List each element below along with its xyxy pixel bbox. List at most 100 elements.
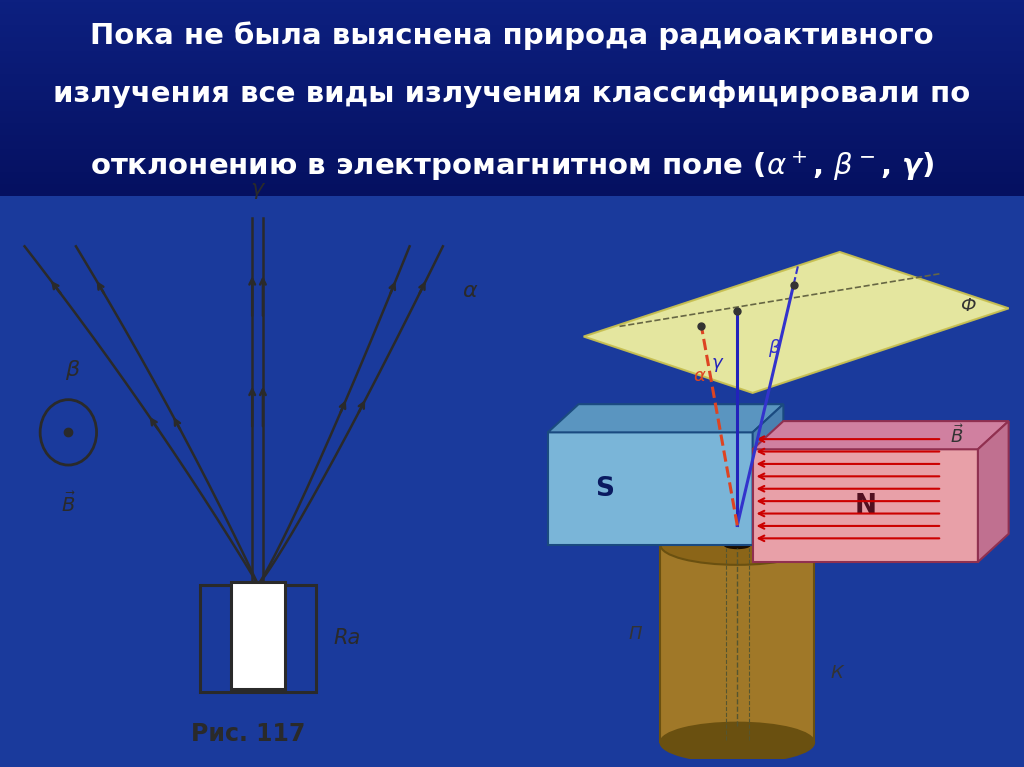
Bar bbox=[0, 88, 1024, 90]
Text: $\beta$: $\beta$ bbox=[768, 337, 781, 359]
Bar bbox=[0, 189, 1024, 192]
Bar bbox=[0, 127, 1024, 129]
Bar bbox=[0, 6, 1024, 8]
Bar bbox=[0, 106, 1024, 107]
Text: излучения все виды излучения классифицировали по: излучения все виды излучения классифицир… bbox=[53, 80, 971, 108]
Bar bbox=[0, 150, 1024, 153]
Bar bbox=[0, 72, 1024, 74]
Bar bbox=[0, 18, 1024, 19]
Bar bbox=[0, 76, 1024, 78]
Bar bbox=[0, 74, 1024, 76]
Text: $\vec{B}$: $\vec{B}$ bbox=[950, 423, 965, 446]
Bar bbox=[0, 14, 1024, 15]
Bar bbox=[0, 143, 1024, 145]
Bar bbox=[0, 192, 1024, 193]
Bar bbox=[0, 33, 1024, 35]
Text: Ф: Ф bbox=[959, 297, 976, 314]
Polygon shape bbox=[753, 421, 1009, 449]
Bar bbox=[0, 186, 1024, 188]
Bar bbox=[0, 78, 1024, 81]
Bar bbox=[0, 193, 1024, 196]
Bar bbox=[0, 139, 1024, 141]
Polygon shape bbox=[753, 404, 783, 545]
Bar bbox=[0, 4, 1024, 6]
Bar bbox=[0, 24, 1024, 25]
Bar bbox=[0, 104, 1024, 106]
Bar bbox=[0, 0, 1024, 2]
Bar bbox=[0, 90, 1024, 92]
Bar bbox=[0, 133, 1024, 135]
Bar bbox=[0, 172, 1024, 174]
Bar bbox=[0, 35, 1024, 37]
Ellipse shape bbox=[725, 542, 750, 548]
Text: S: S bbox=[595, 476, 613, 502]
Bar bbox=[0, 45, 1024, 47]
Bar bbox=[0, 125, 1024, 127]
Bar bbox=[0, 43, 1024, 45]
Bar bbox=[0, 67, 1024, 68]
Bar bbox=[0, 115, 1024, 117]
Bar bbox=[0, 184, 1024, 186]
Bar bbox=[0, 51, 1024, 53]
Ellipse shape bbox=[660, 723, 814, 762]
Text: К: К bbox=[830, 664, 844, 683]
Bar bbox=[0, 131, 1024, 133]
Bar bbox=[0, 145, 1024, 146]
Bar bbox=[0, 135, 1024, 137]
Ellipse shape bbox=[660, 525, 814, 565]
Bar bbox=[0, 81, 1024, 82]
Bar bbox=[0, 117, 1024, 120]
Text: $\beta$: $\beta$ bbox=[66, 358, 81, 382]
Bar bbox=[0, 154, 1024, 156]
Bar bbox=[0, 166, 1024, 168]
Bar bbox=[0, 110, 1024, 111]
Text: отклонению в электромагнитном поле ($\boldsymbol{\alpha^+}$, $\boldsymbol{\beta^: отклонению в электромагнитном поле ($\bo… bbox=[90, 150, 934, 183]
Bar bbox=[0, 12, 1024, 14]
Bar bbox=[0, 120, 1024, 121]
Bar bbox=[0, 31, 1024, 33]
Bar bbox=[0, 114, 1024, 115]
Bar bbox=[0, 121, 1024, 123]
Bar bbox=[0, 123, 1024, 125]
Bar bbox=[0, 170, 1024, 172]
Text: $\gamma$: $\gamma$ bbox=[711, 356, 725, 374]
Bar bbox=[0, 164, 1024, 166]
Bar bbox=[0, 176, 1024, 178]
Text: $\alpha$: $\alpha$ bbox=[693, 367, 707, 385]
Bar bbox=[0, 102, 1024, 104]
Bar bbox=[0, 149, 1024, 150]
Bar bbox=[0, 98, 1024, 100]
Bar bbox=[0, 21, 1024, 24]
Bar bbox=[0, 54, 1024, 57]
Bar bbox=[0, 19, 1024, 21]
Bar bbox=[0, 92, 1024, 94]
Polygon shape bbox=[753, 449, 978, 562]
Bar bbox=[0, 86, 1024, 88]
Polygon shape bbox=[584, 252, 1009, 393]
Bar bbox=[0, 39, 1024, 41]
Bar bbox=[0, 156, 1024, 159]
Bar bbox=[0, 37, 1024, 39]
Polygon shape bbox=[548, 404, 783, 433]
Bar bbox=[0, 174, 1024, 176]
Bar bbox=[0, 159, 1024, 160]
Text: $\vec{B}$: $\vec{B}$ bbox=[60, 492, 76, 515]
Polygon shape bbox=[231, 581, 285, 689]
Bar bbox=[0, 84, 1024, 86]
Bar bbox=[0, 96, 1024, 98]
Bar bbox=[0, 2, 1024, 4]
Bar bbox=[0, 57, 1024, 59]
Bar bbox=[0, 153, 1024, 154]
Bar bbox=[0, 15, 1024, 18]
Bar bbox=[0, 41, 1024, 43]
Text: Пока не была выяснена природа радиоактивного: Пока не была выяснена природа радиоактив… bbox=[90, 21, 934, 50]
Bar bbox=[0, 141, 1024, 143]
Bar bbox=[0, 61, 1024, 63]
Text: $\gamma$: $\gamma$ bbox=[250, 181, 266, 201]
Bar bbox=[0, 100, 1024, 102]
Bar bbox=[0, 111, 1024, 114]
Bar bbox=[0, 8, 1024, 10]
Bar bbox=[0, 137, 1024, 139]
Text: П: П bbox=[628, 625, 642, 643]
Bar bbox=[0, 68, 1024, 71]
